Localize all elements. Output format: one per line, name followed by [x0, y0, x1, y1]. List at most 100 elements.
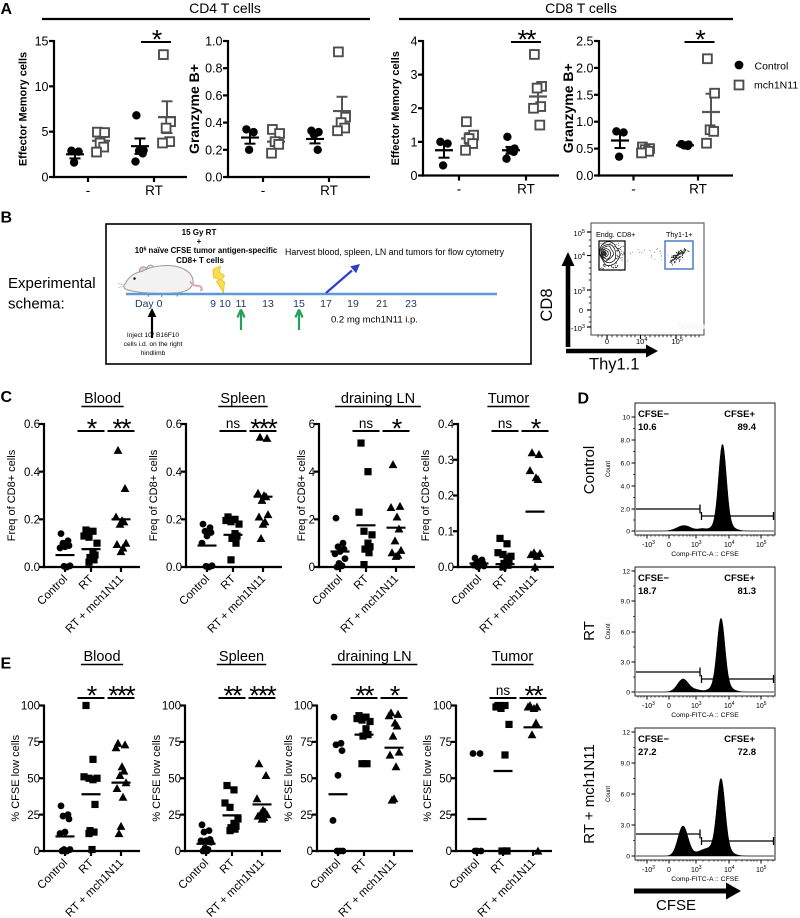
svg-text:draining LN: draining LN	[337, 649, 411, 665]
svg-text:105: 105	[672, 337, 683, 346]
svg-text:0.3: 0.3	[438, 455, 454, 467]
svg-text:105: 105	[756, 540, 767, 549]
svg-text:Day 0: Day 0	[135, 298, 163, 310]
svg-text:15 Gy RT: 15 Gy RT	[182, 228, 217, 237]
svg-text:Effector Memory cells: Effector Memory cells	[390, 51, 402, 165]
svg-text:Endg. CD8+: Endg. CD8+	[596, 230, 635, 239]
svg-text:RT + mch1N11: RT + mch1N11	[581, 744, 598, 844]
svg-text:6: 6	[309, 419, 315, 431]
svg-text:Thy1-1+: Thy1-1+	[666, 230, 693, 239]
svg-text:Freq of CD8+ cells: Freq of CD8+ cells	[296, 449, 308, 541]
svg-text:CFSE+: CFSE+	[724, 573, 755, 584]
svg-text:50: 50	[168, 773, 181, 785]
svg-text:RT: RT	[320, 183, 338, 198]
svg-text:0: 0	[34, 846, 40, 858]
svg-text:0.2: 0.2	[24, 514, 40, 526]
svg-text:0: 0	[667, 542, 671, 549]
svg-text:0: 0	[309, 562, 315, 574]
svg-text:CFSE−: CFSE−	[638, 573, 669, 584]
svg-text:0.6: 0.6	[166, 419, 182, 431]
svg-text:ns: ns	[226, 416, 241, 431]
svg-text:Freq of CD8+ cells: Freq of CD8+ cells	[148, 449, 160, 541]
svg-text:25: 25	[439, 810, 452, 822]
svg-text:12: 12	[622, 730, 630, 737]
svg-text:CFSE−: CFSE−	[638, 734, 669, 745]
svg-text:hindlimb: hindlimb	[141, 350, 166, 357]
svg-text:0.4: 0.4	[24, 467, 41, 479]
svg-text:Control: Control	[755, 61, 789, 73]
svg-text:RT: RT	[517, 182, 535, 197]
svg-text:72.8: 72.8	[738, 747, 757, 758]
svg-text:0: 0	[175, 846, 181, 858]
svg-text:0.0: 0.0	[166, 562, 182, 574]
svg-text:+: +	[197, 237, 202, 246]
svg-text:**: **	[517, 25, 537, 55]
svg-text:0: 0	[626, 854, 630, 861]
svg-text:Comp-FITC-A :: CFSE: Comp-FITC-A :: CFSE	[671, 551, 739, 558]
svg-text:0: 0	[42, 171, 49, 185]
svg-text:3.0: 3.0	[621, 823, 631, 830]
svg-text:100: 100	[21, 701, 40, 713]
svg-text:0.2: 0.2	[205, 143, 222, 157]
svg-text:0: 0	[605, 337, 609, 346]
svg-text:RT: RT	[581, 621, 598, 641]
svg-text:105: 105	[574, 229, 585, 238]
svg-text:**: **	[355, 681, 375, 711]
svg-text:0.0: 0.0	[205, 171, 222, 185]
svg-text:3.0: 3.0	[621, 660, 631, 667]
svg-text:-: -	[457, 182, 462, 197]
svg-text:4: 4	[411, 35, 418, 49]
svg-text:15: 15	[35, 35, 49, 49]
svg-text:**: **	[112, 414, 132, 444]
svg-text:-103: -103	[642, 701, 655, 710]
svg-text:Blood: Blood	[83, 649, 120, 665]
svg-text:0: 0	[307, 846, 313, 858]
svg-text:mch1N11: mch1N11	[754, 80, 798, 92]
svg-text:6.0: 6.0	[621, 461, 631, 468]
svg-text:104: 104	[724, 540, 735, 549]
svg-text:CFSE+: CFSE+	[724, 734, 755, 745]
svg-text:Granzyme B+: Granzyme B+	[560, 63, 576, 153]
svg-text:15: 15	[293, 298, 305, 310]
svg-text:Inject 106 B16F10: Inject 106 B16F10	[127, 331, 180, 339]
svg-text:0: 0	[446, 846, 452, 858]
svg-text:Spleen: Spleen	[220, 391, 265, 407]
svg-text:Tumor: Tumor	[492, 649, 534, 665]
svg-text:% CFSE low cells: % CFSE low cells	[151, 734, 163, 821]
svg-text:0: 0	[626, 529, 630, 536]
svg-text:9.0: 9.0	[621, 761, 631, 768]
svg-text:4.0: 4.0	[621, 484, 631, 491]
svg-text:Effector Memory cells: Effector Memory cells	[18, 52, 30, 166]
svg-text:104: 104	[574, 252, 585, 261]
svg-text:21: 21	[376, 298, 388, 310]
svg-text:9: 9	[210, 298, 216, 310]
svg-text:0.2: 0.2	[438, 491, 454, 503]
svg-text:100: 100	[294, 701, 313, 713]
svg-text:-: -	[631, 182, 636, 197]
svg-text:0.6: 0.6	[24, 419, 40, 431]
svg-text:% CFSE low cells: % CFSE low cells	[10, 734, 22, 821]
svg-text:105: 105	[756, 701, 767, 710]
svg-text:105: 105	[756, 865, 767, 874]
svg-text:Spleen: Spleen	[677, 321, 705, 331]
svg-text:Control: Control	[581, 446, 598, 494]
svg-text:CD4 T cells: CD4 T cells	[189, 0, 261, 16]
svg-text:**: **	[524, 681, 544, 711]
svg-text:Freq of CD8+ cells: Freq of CD8+ cells	[420, 449, 432, 541]
svg-text:106 naïve CFSE tumor antigen-s: 106 naïve CFSE tumor antigen-specific	[135, 246, 278, 255]
svg-text:2.5: 2.5	[576, 35, 593, 49]
svg-text:E: E	[1, 656, 12, 673]
svg-text:0: 0	[667, 867, 671, 874]
svg-text:6.0: 6.0	[621, 630, 631, 637]
svg-text:ns: ns	[498, 416, 513, 431]
svg-text:23: 23	[405, 298, 417, 310]
svg-text:104: 104	[636, 337, 647, 346]
svg-text:25: 25	[300, 810, 313, 822]
svg-text:2.0: 2.0	[576, 61, 593, 75]
svg-text:draining LN: draining LN	[341, 391, 415, 407]
svg-text:75: 75	[168, 737, 181, 749]
svg-text:-103: -103	[642, 540, 655, 549]
svg-text:A: A	[1, 1, 13, 18]
svg-text:Tumor: Tumor	[488, 391, 530, 407]
svg-text:17: 17	[320, 298, 332, 310]
